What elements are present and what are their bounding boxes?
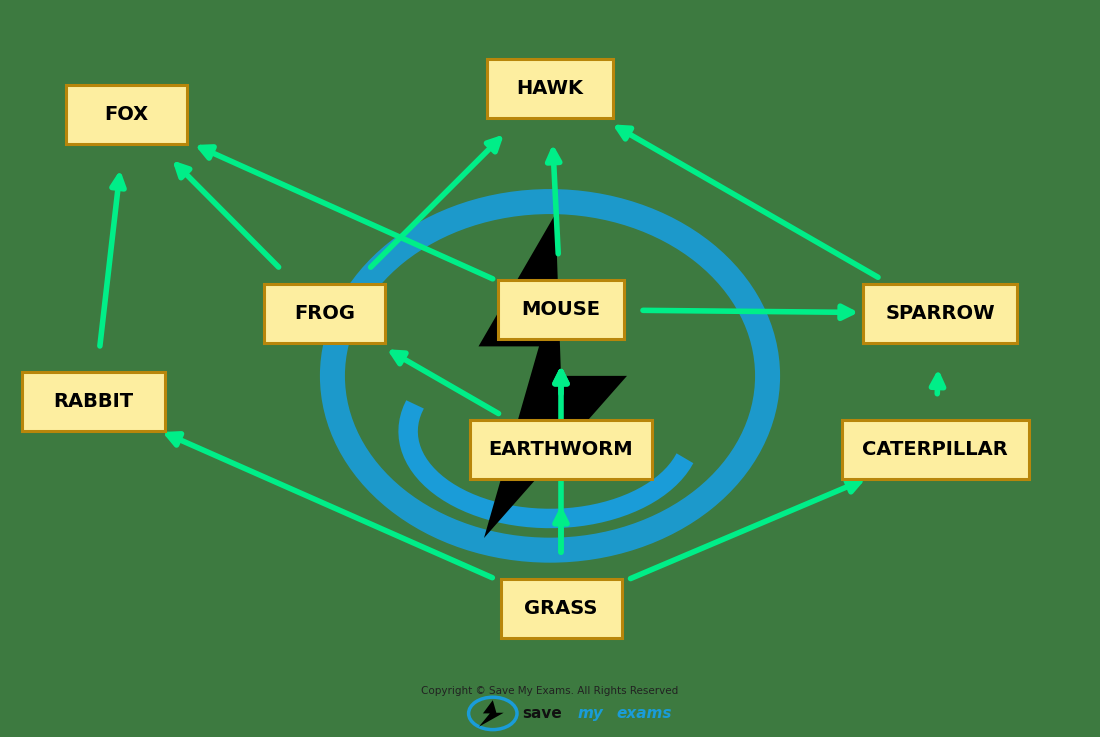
FancyBboxPatch shape: [842, 420, 1028, 479]
Text: FOX: FOX: [104, 105, 148, 124]
FancyBboxPatch shape: [497, 280, 625, 339]
Text: MOUSE: MOUSE: [521, 300, 601, 319]
Text: my: my: [578, 706, 604, 721]
FancyBboxPatch shape: [471, 420, 651, 479]
Text: FROG: FROG: [294, 304, 355, 323]
Text: SPARROW: SPARROW: [886, 304, 996, 323]
Text: RABBIT: RABBIT: [54, 392, 133, 411]
FancyBboxPatch shape: [22, 372, 165, 431]
Text: GRASS: GRASS: [525, 598, 597, 618]
Polygon shape: [478, 214, 627, 538]
Text: save: save: [522, 706, 562, 721]
FancyBboxPatch shape: [486, 59, 614, 118]
FancyBboxPatch shape: [264, 284, 385, 343]
Text: Copyright © Save My Exams. All Rights Reserved: Copyright © Save My Exams. All Rights Re…: [421, 686, 679, 696]
FancyBboxPatch shape: [500, 579, 621, 638]
Ellipse shape: [368, 226, 732, 526]
Text: CATERPILLAR: CATERPILLAR: [862, 440, 1008, 459]
Text: exams: exams: [616, 706, 671, 721]
FancyBboxPatch shape: [66, 85, 187, 144]
FancyBboxPatch shape: [864, 284, 1018, 343]
Polygon shape: [478, 700, 504, 727]
Text: EARTHWORM: EARTHWORM: [488, 440, 634, 459]
Text: HAWK: HAWK: [517, 79, 583, 98]
